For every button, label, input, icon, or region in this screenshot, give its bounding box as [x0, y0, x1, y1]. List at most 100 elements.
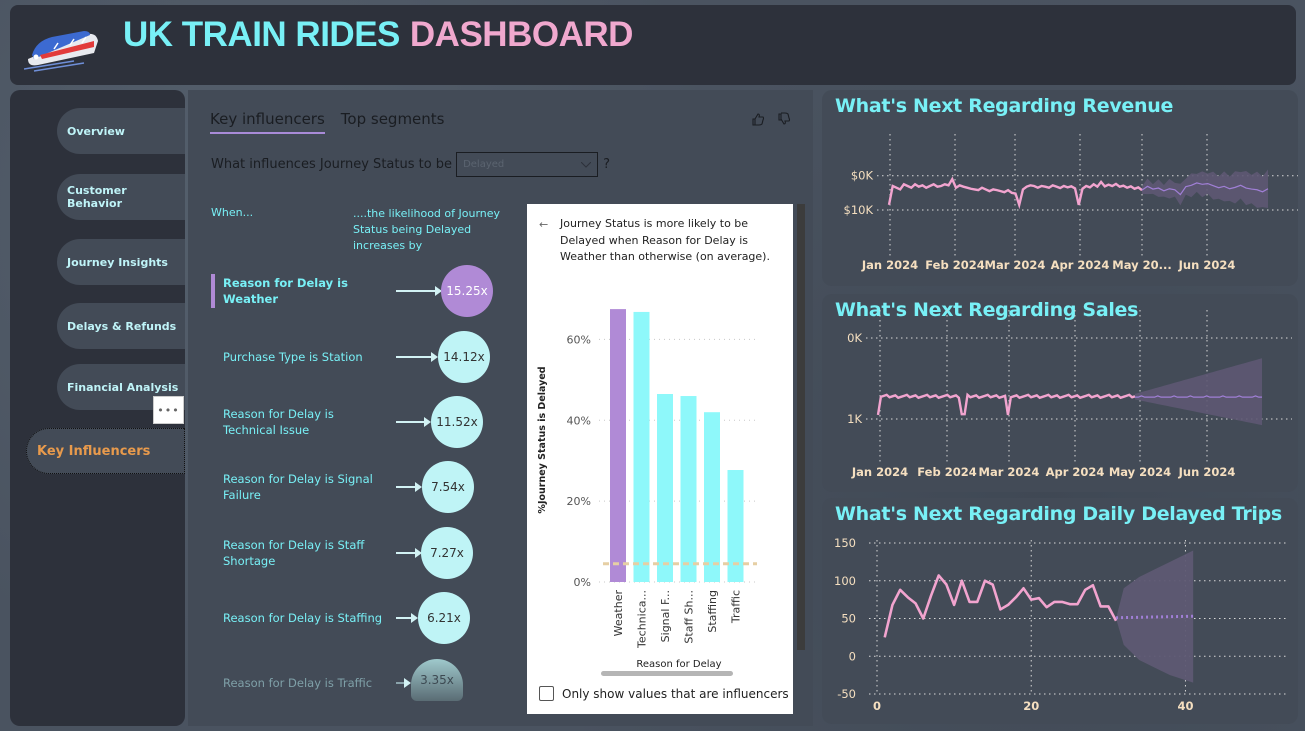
- x-tick-label: Jun 2024: [1178, 465, 1236, 479]
- delayed-trips-forecast-chart: -50 0 50 100 150 0 20 40: [834, 536, 1288, 713]
- influencer-row[interactable]: Reason for Delay is Staff Shortage 7.27x: [211, 525, 501, 581]
- revenue-forecast-title: What's Next Regarding Revenue: [835, 95, 1174, 117]
- x-tick-label: Signal F...: [659, 590, 672, 642]
- influencer-row[interactable]: Reason for Delay is Weather 15.25x: [211, 263, 501, 319]
- y-tick-label: 100: [834, 574, 856, 588]
- question-suffix: ?: [603, 157, 610, 172]
- influencer-label: Reason for Delay is Staff Shortage: [223, 538, 365, 568]
- y-tick-label: $0K: [851, 169, 874, 183]
- more-options-button[interactable]: •••: [153, 396, 184, 424]
- x-tick-label: May 2024: [1109, 465, 1171, 479]
- y-tick-label: 150: [834, 536, 856, 550]
- nav-customer-behavior[interactable]: Customer Behavior: [57, 174, 185, 220]
- nav-delays-refunds[interactable]: Delays & Refunds: [57, 303, 185, 349]
- nav-journey-insights[interactable]: Journey Insights: [57, 239, 185, 285]
- dropdown-value: Delayed: [463, 159, 505, 170]
- x-tick-label: Staff Sh...: [683, 590, 696, 644]
- thumbs-up-icon[interactable]: [751, 112, 765, 126]
- tab-key-influencers[interactable]: Key influencers: [210, 110, 325, 134]
- influencer-value-bubble: 6.21x: [418, 592, 470, 644]
- nav-overview[interactable]: Overview: [57, 108, 185, 154]
- horizontal-scrollbar: [601, 671, 733, 676]
- only-influencers-checkbox[interactable]: [539, 686, 554, 701]
- tab-top-segments[interactable]: Top segments: [340, 110, 445, 128]
- forecast-sales-line: [1135, 395, 1262, 398]
- x-tick-label: Technica...: [636, 590, 649, 649]
- influencer-detail-panel: ← Journey Status is more likely to be De…: [527, 204, 793, 714]
- bar-technica: [633, 311, 650, 582]
- thumbs-down-icon[interactable]: [777, 112, 791, 126]
- y-axis-label: %Journey Status is Delayed: [537, 366, 548, 513]
- influencer-value-bubble: 7.27x: [421, 527, 473, 579]
- x-tick-label: 0: [873, 699, 881, 713]
- influencer-row[interactable]: Reason for Delay is Staffing 6.21x: [211, 590, 501, 646]
- header-bar: UK TRAIN RIDES DASHBOARD: [10, 5, 1296, 85]
- influencer-row[interactable]: Purchase Type is Station 14.12x: [211, 329, 501, 385]
- influencer-value-bubble: 7.54x: [422, 461, 474, 513]
- influencer-row[interactable]: Reason for Delay is Signal Failure 7.54x: [211, 459, 501, 515]
- arrow-icon: [396, 613, 418, 623]
- x-tick-label: Apr 2024: [1051, 258, 1110, 272]
- x-tick-label: Mar 2024: [979, 465, 1040, 479]
- delayed-trips-forecast-title: What's Next Regarding Daily Delayed Trip…: [835, 503, 1282, 525]
- column-header-likelihood: ....the likelihood of Journey Status bei…: [353, 207, 501, 252]
- sales-forecast-title: What's Next Regarding Sales: [835, 299, 1139, 321]
- y-tick-label: -50: [837, 687, 856, 701]
- nav-key-influencers[interactable]: Key Influencers: [26, 428, 185, 474]
- panel-scrollbar[interactable]: [797, 204, 805, 650]
- visual-tabs: Key influencers Top segments: [210, 110, 445, 134]
- bar-signalf: [657, 394, 673, 582]
- y-tick-label: 0: [849, 649, 856, 663]
- forecast-confidence-band: [1142, 169, 1268, 208]
- bar-traffic: [727, 470, 744, 582]
- key-influencers-panel: Key influencers Top segments What influe…: [188, 90, 813, 726]
- influencer-label: Reason for Delay is Staffing: [223, 611, 383, 625]
- actual-delayed-trips-line: [883, 574, 1118, 638]
- y-tick-label: $10K: [844, 203, 874, 217]
- bar-staffing: [704, 412, 720, 582]
- nav-financial-analysis[interactable]: Financial Analysis: [57, 364, 185, 410]
- influencer-label: Reason for Delay is Weather: [223, 276, 348, 306]
- influencer-label: Purchase Type is Station: [223, 350, 363, 364]
- influencer-label: Reason for Delay is Signal Failure: [223, 472, 373, 502]
- arrow-icon: [396, 548, 422, 558]
- actual-sales-line: [876, 392, 1136, 416]
- x-tick-label: 20: [1023, 699, 1039, 713]
- arrow-icon: [396, 678, 411, 688]
- delay-reason-bar-chart: 0% 20% 40% 60% Weather Technica... Signal F...…: [537, 309, 757, 676]
- arrow-left-icon[interactable]: ←: [539, 218, 549, 231]
- x-tick-label: Feb 2024: [917, 465, 976, 479]
- x-tick-label: May 20...: [1112, 258, 1171, 272]
- arrow-icon: [396, 417, 431, 427]
- journey-status-dropdown[interactable]: Delayed: [456, 152, 599, 177]
- forecast-revenue-line: [1141, 182, 1269, 196]
- revenue-forecast-chart: $0K $10K Jan 2024 Feb 2024 Mar 2024 Apr 2024 M…: [844, 134, 1298, 272]
- y-tick-label: 1K: [847, 412, 862, 426]
- x-tick-label: Jan 2024: [861, 258, 918, 272]
- sales-forecast-card: What's Next Regarding Sales 0K 1K Jan 2024…: [822, 294, 1298, 492]
- x-tick-label: Jan 2024: [851, 465, 908, 479]
- question-prefix: What influences Journey Status to be: [211, 157, 453, 172]
- influencer-value-bubble: 15.25x: [441, 265, 493, 317]
- title-part1: UK TRAIN RIDES: [123, 15, 400, 54]
- sales-forecast-chart: 0K 1K Jan 2024 Feb 2024 Mar 2024 Apr 2024 May …: [847, 310, 1292, 479]
- forecast-confidence-band: [1135, 358, 1262, 426]
- selection-indicator: [211, 274, 215, 308]
- y-tick-label: 0K: [847, 331, 862, 345]
- x-tick-label: Traffic: [730, 590, 743, 624]
- y-tick-label: 20%: [567, 495, 591, 508]
- influencer-value-bubble: 3.35x: [411, 659, 463, 701]
- influencer-row[interactable]: Reason for Delay is Technical Issue 11.5…: [211, 394, 501, 450]
- influencer-value-bubble: 14.12x: [438, 331, 490, 383]
- only-influencers-toggle: Only show values that are influencers: [539, 686, 789, 701]
- x-tick-label: Mar 2024: [985, 258, 1046, 272]
- x-tick-label: Jun 2024: [1178, 258, 1236, 272]
- revenue-forecast-card: What's Next Regarding Revenue $0K $10K Jan…: [822, 90, 1298, 286]
- x-tick-label: Staffing: [706, 590, 719, 633]
- chevron-down-icon: [581, 161, 592, 168]
- influencer-row[interactable]: Reason for Delay is Traffic 3.35x: [211, 655, 501, 711]
- x-tick-label: Apr 2024: [1046, 465, 1105, 479]
- delayed-trips-forecast-card: What's Next Regarding Daily Delayed Trip…: [822, 498, 1298, 724]
- train-logo-icon: [24, 31, 98, 72]
- dashboard-title: UK TRAIN RIDES DASHBOARD: [123, 15, 633, 55]
